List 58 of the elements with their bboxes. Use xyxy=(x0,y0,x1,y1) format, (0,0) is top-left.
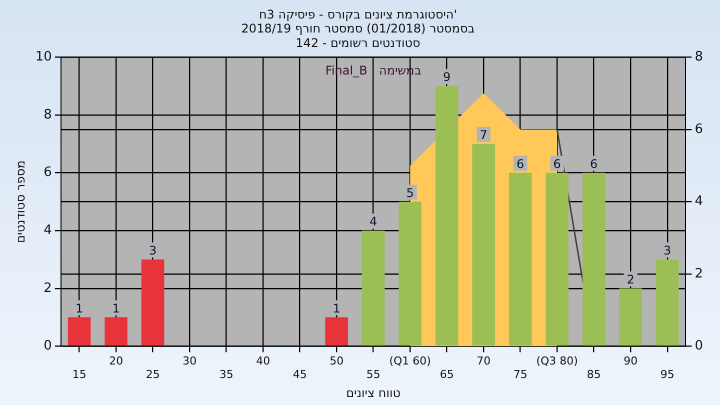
x-tick-label: 30 xyxy=(182,354,197,368)
bar xyxy=(656,260,679,346)
x-tick-label: 95 xyxy=(660,368,674,381)
data-label: 6 xyxy=(553,156,561,171)
data-label: 2 xyxy=(626,272,634,287)
x-tick-label: 55 xyxy=(366,368,380,381)
chart-title: היסטוגרמת ציונים בקורס - פיסיקה 3ח' xyxy=(258,7,458,22)
bar xyxy=(546,172,568,346)
data-label: 3 xyxy=(149,244,157,258)
x-tick-label: 50 xyxy=(330,354,344,368)
x-tick-label: 45 xyxy=(292,368,307,381)
y-tick-label: 0 xyxy=(44,338,52,354)
x-tick-label: (Q3 80) xyxy=(536,354,578,368)
data-label: 6 xyxy=(516,156,524,171)
bar xyxy=(619,288,642,346)
bar xyxy=(398,202,422,346)
y2-tick-label: 4 xyxy=(694,194,704,210)
x-tick-label: 70 xyxy=(476,354,491,368)
x-tick-label: 25 xyxy=(146,368,160,381)
y-tick-label: 4 xyxy=(44,222,52,238)
data-label: 3 xyxy=(664,244,672,258)
y-tick-label: 10 xyxy=(35,50,52,65)
data-label: 1 xyxy=(112,301,120,316)
bar xyxy=(472,144,495,346)
data-label: 5 xyxy=(406,186,414,200)
y-tick-label: 8 xyxy=(44,107,52,122)
data-label: 4 xyxy=(370,214,378,229)
data-label: 1 xyxy=(332,301,340,316)
x-tick-label: 20 xyxy=(109,354,124,368)
y2-tick-label: 6 xyxy=(694,122,704,137)
bar xyxy=(362,230,385,346)
y2-tick-label: 8 xyxy=(694,50,704,65)
x-tick-label: 85 xyxy=(586,368,601,381)
y-tick-label: 6 xyxy=(44,165,52,180)
x-tick-label: 90 xyxy=(624,354,638,368)
bar xyxy=(435,86,458,346)
data-label: 7 xyxy=(480,128,488,142)
y-tick-label: 2 xyxy=(44,280,52,296)
y-axis-title: מספר סטודנטים xyxy=(13,160,28,244)
bar xyxy=(325,317,348,346)
bar xyxy=(141,260,164,346)
x-tick-label: 75 xyxy=(513,368,528,381)
y2-tick-label: 2 xyxy=(694,266,704,282)
x-tick-label: 35 xyxy=(219,368,234,381)
bar xyxy=(582,172,606,346)
bar xyxy=(104,317,128,346)
x-tick-label: 40 xyxy=(256,354,270,368)
bar xyxy=(508,172,532,346)
x-tick-label: (Q1 60) xyxy=(389,354,431,368)
chart-subtitle: בסמסטר (01/2018) סמסטר חורף 2018/19 סטודנטים רשומים - 142 xyxy=(241,22,475,50)
data-label: 6 xyxy=(590,156,598,171)
x-tick-label: 15 xyxy=(72,368,86,381)
x-tick-label: 65 xyxy=(440,368,454,381)
x-axis-title: טווח ציונים xyxy=(346,386,401,400)
data-label: 9 xyxy=(443,70,451,84)
bar xyxy=(68,317,91,346)
y2-tick-label: 0 xyxy=(694,338,704,354)
data-label: 1 xyxy=(76,301,84,316)
